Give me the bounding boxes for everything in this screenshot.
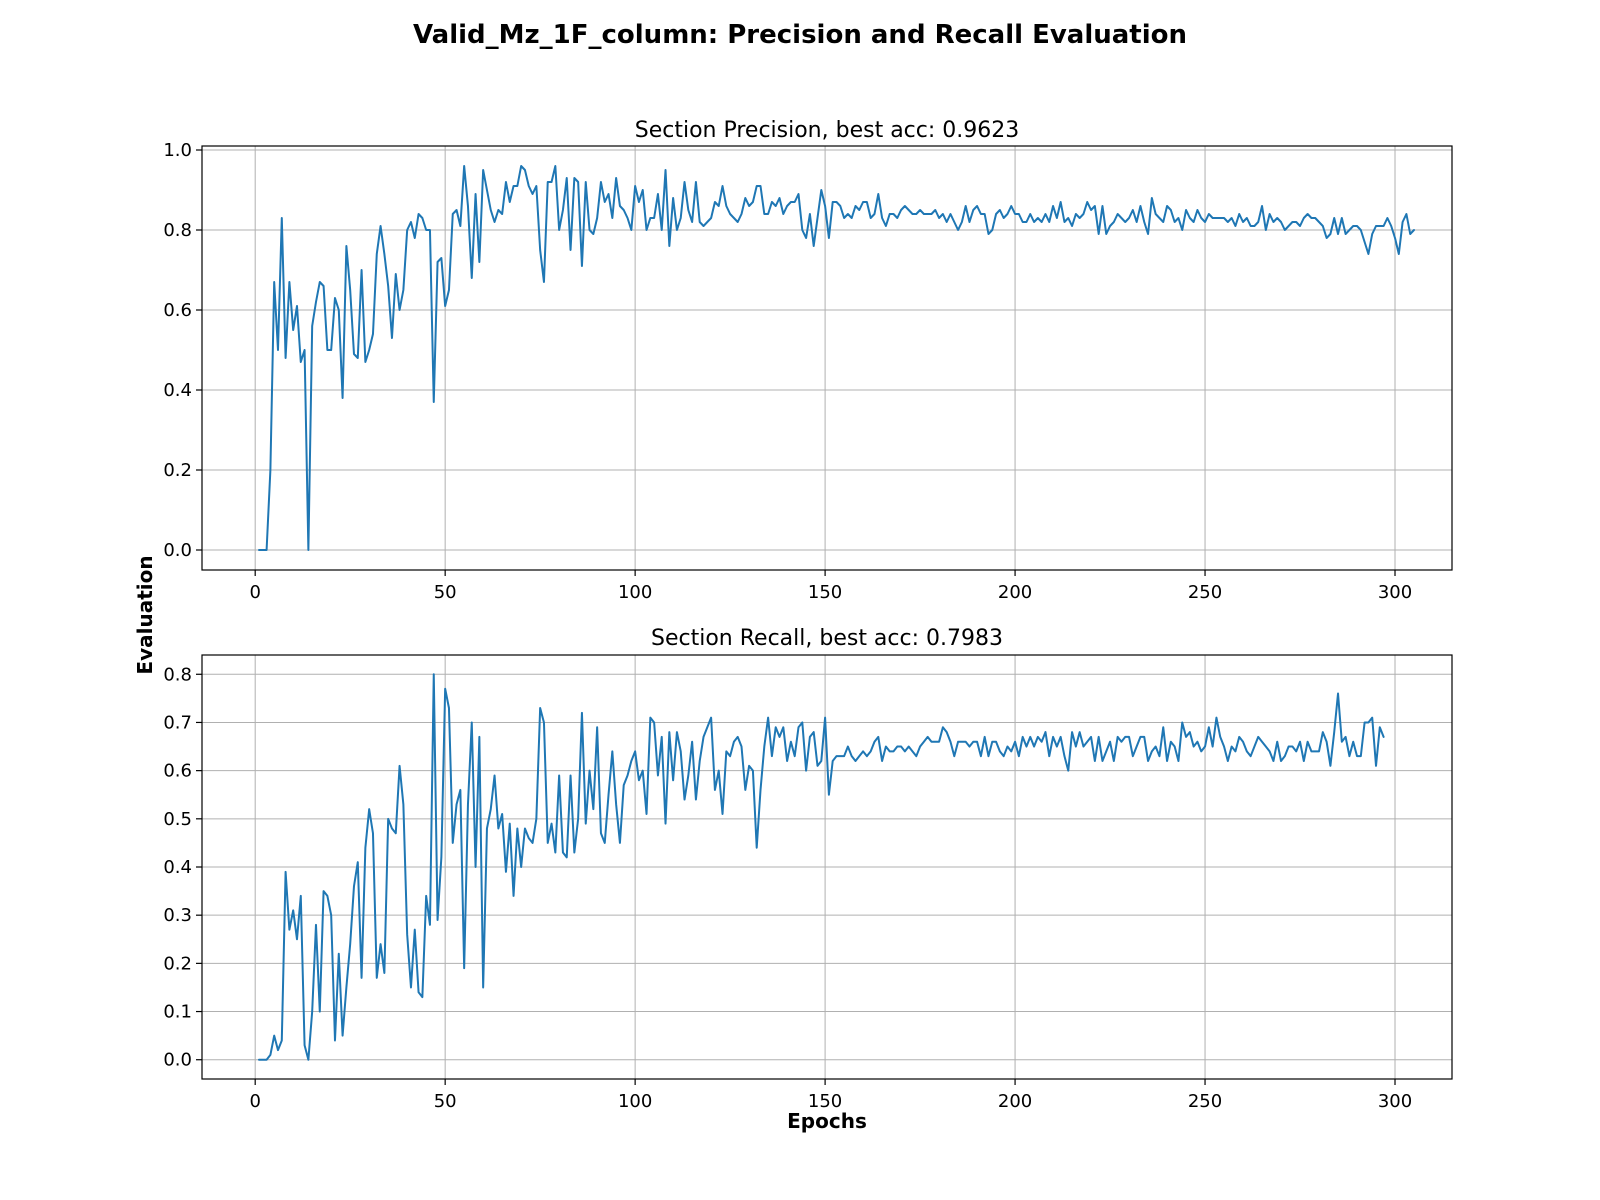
recall-plot-frame bbox=[201, 654, 1453, 1080]
recall-series-line bbox=[257, 673, 1385, 1061]
recall-x-tick-label: 250 bbox=[1188, 1091, 1222, 1112]
recall-x-tick-label: 200 bbox=[998, 1091, 1032, 1112]
precision-x-tick-label: 0 bbox=[249, 582, 260, 603]
precision-y-tick-label: 0.6 bbox=[163, 300, 192, 321]
recall-y-tick-label: 0.7 bbox=[163, 712, 192, 733]
precision-subplot-title: Section Precision, best acc: 0.9623 bbox=[635, 118, 1020, 143]
precision-y-tick-label: 0.4 bbox=[163, 380, 192, 401]
precision-series-line bbox=[257, 165, 1416, 551]
recall-x-tick-label: 150 bbox=[808, 1091, 842, 1112]
precision-y-tick-label: 0.8 bbox=[163, 220, 192, 241]
recall-y-tick-label: 0.1 bbox=[163, 1002, 192, 1023]
recall-series bbox=[257, 673, 1385, 1061]
precision-y-tick-label: 0.2 bbox=[163, 460, 192, 481]
precision-x-tick-label: 300 bbox=[1378, 582, 1412, 603]
x-axis-label: Epochs bbox=[787, 1109, 867, 1133]
recall-x-tick-label: 300 bbox=[1378, 1091, 1412, 1112]
precision-y-tick-label: 1.0 bbox=[163, 140, 192, 161]
recall-y-tick-label: 0.6 bbox=[163, 761, 192, 782]
recall-x-tick-label: 50 bbox=[434, 1091, 457, 1112]
recall-y-tick-label: 0.2 bbox=[163, 953, 192, 974]
recall-y-tick-label: 0.0 bbox=[163, 1050, 192, 1071]
recall-y-tick-label: 0.3 bbox=[163, 905, 192, 926]
recall-axis-ticks: 0 50 100 150 200 250 300 0.0 0.1 0.2 0.3 0.4 0.5 0.6 0… bbox=[163, 664, 1412, 1112]
precision-x-tick-label: 100 bbox=[618, 582, 652, 603]
y-axis-label: Evaluation bbox=[133, 555, 157, 674]
precision-subplot: Section Precision, best acc: 0.9623 0 50 1… bbox=[163, 118, 1453, 603]
precision-grid bbox=[202, 146, 1452, 570]
precision-axis-ticks: 0 50 100 150 200 250 300 0.0 0.2 0.4 0.6 0.8 1.0 bbox=[163, 140, 1412, 603]
figure-title: Valid_Mz_1F_column: Precision and Recall… bbox=[413, 20, 1187, 50]
recall-x-tick-label: 0 bbox=[249, 1091, 260, 1112]
precision-x-tick-label: 50 bbox=[434, 582, 457, 603]
recall-subplot: Section Recall, best acc: 0.7983 0 50 100 1… bbox=[163, 626, 1453, 1112]
recall-y-tick-label: 0.8 bbox=[163, 664, 192, 685]
precision-series bbox=[257, 165, 1416, 551]
recall-y-tick-label: 0.4 bbox=[163, 857, 192, 878]
precision-plot-frame bbox=[201, 145, 1453, 571]
precision-x-tick-label: 200 bbox=[998, 582, 1032, 603]
recall-x-tick-label: 100 bbox=[618, 1091, 652, 1112]
precision-y-tick-label: 0.0 bbox=[163, 540, 192, 561]
precision-x-tick-label: 150 bbox=[808, 582, 842, 603]
precision-x-tick-label: 250 bbox=[1188, 582, 1222, 603]
recall-y-tick-label: 0.5 bbox=[163, 809, 192, 830]
recall-subplot-title: Section Recall, best acc: 0.7983 bbox=[651, 626, 1003, 651]
